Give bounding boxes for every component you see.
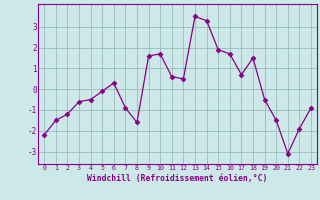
X-axis label: Windchill (Refroidissement éolien,°C): Windchill (Refroidissement éolien,°C) xyxy=(87,174,268,183)
